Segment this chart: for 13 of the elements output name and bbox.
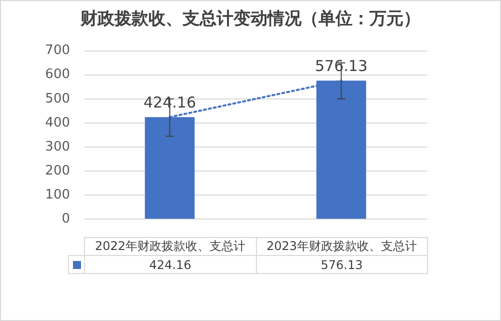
y-tick-label: 200 bbox=[45, 163, 70, 178]
y-tick-label: 400 bbox=[45, 115, 70, 130]
y-tick-label: 0 bbox=[62, 212, 70, 227]
y-tick-label: 700 bbox=[45, 43, 70, 58]
y-tick-label: 500 bbox=[45, 91, 70, 106]
x-tick-label: 2022年财政拨款收、支总计 bbox=[84, 238, 256, 256]
data-label: 424.16 bbox=[84, 256, 256, 274]
data-label: 576.13 bbox=[256, 256, 428, 274]
x-tick-label: 2023年财政拨款收、支总计 bbox=[256, 238, 428, 256]
y-tick-label: 300 bbox=[45, 139, 70, 154]
chart-title: 财政拨款收、支总计变动情况（单位：万元） bbox=[79, 8, 422, 30]
y-tick-label: 100 bbox=[45, 188, 70, 203]
y-tick-label: 600 bbox=[45, 67, 70, 82]
